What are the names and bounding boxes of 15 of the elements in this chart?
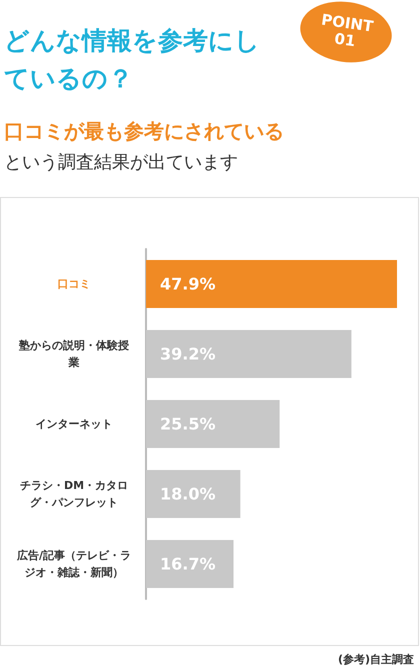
bar bbox=[146, 400, 280, 448]
y-tick-label: 口コミ bbox=[58, 278, 90, 290]
text: という調査結果が出ています bbox=[4, 151, 238, 174]
y-tick-label: インターネット bbox=[36, 418, 112, 430]
y-tick-label: チラシ・DM・カタログ・パンフレット bbox=[20, 479, 128, 509]
chart-title: どんな情報を参考にしているの？ bbox=[4, 25, 261, 95]
bar bbox=[146, 330, 352, 378]
data-label: 47.9% bbox=[160, 274, 216, 294]
chart-subtitle: 口コミが最も参考にされている bbox=[4, 118, 284, 145]
text: (参考)自主調査 bbox=[338, 652, 414, 667]
y-tick-label: 塾からの説明・体験授業 bbox=[18, 339, 129, 369]
y-tick-label: 広告/記事（テレビ・ラジオ・雑誌・新聞） bbox=[16, 549, 132, 579]
bar bbox=[146, 470, 240, 518]
bar bbox=[146, 540, 234, 588]
bar bbox=[146, 260, 397, 308]
